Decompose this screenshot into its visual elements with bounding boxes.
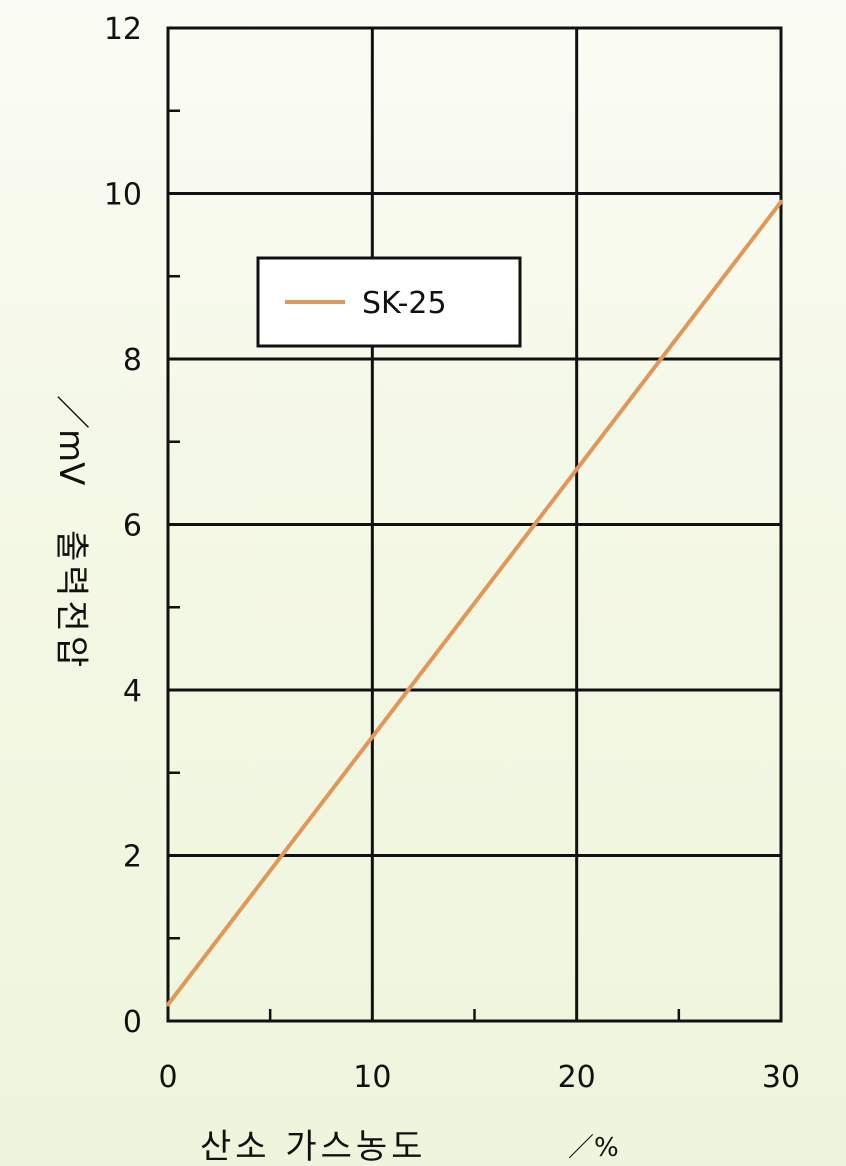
x-tick-label-0: 0 xyxy=(158,1060,177,1095)
y-tick-label-6: 6 xyxy=(123,509,142,544)
x-tick-label-10: 10 xyxy=(353,1060,391,1095)
x-tick-label-20: 20 xyxy=(558,1060,596,1095)
grid xyxy=(168,28,781,1021)
y-tick-label-2: 2 xyxy=(123,840,142,875)
y-tick-label-0: 0 xyxy=(123,1005,142,1040)
y-tick-label-8: 8 xyxy=(123,343,142,378)
legend-label-sk-25: SK-25 xyxy=(362,286,447,321)
x-axis-title: 산소 가스농도 xyxy=(200,1127,427,1166)
tick-labels: 0 10 20 30 0 2 4 6 8 10 12 xyxy=(104,12,800,1095)
y-tick-label-4: 4 xyxy=(123,674,142,709)
x-axis-unit: ／% xyxy=(568,1133,619,1163)
minor-ticks xyxy=(168,109,681,1021)
plot-frame xyxy=(166,26,783,1023)
y-axis-unit: ／mV xyxy=(51,395,91,485)
series-line-sk-25 xyxy=(166,199,783,1007)
y-tick-label-10: 10 xyxy=(104,178,142,213)
x-tick-label-30: 30 xyxy=(762,1060,800,1095)
legend: SK-25 xyxy=(256,256,522,348)
y-tick-label-12: 12 xyxy=(104,12,142,47)
series-layer xyxy=(166,199,783,1007)
y-axis-title: 출력전압 xyxy=(51,530,91,671)
